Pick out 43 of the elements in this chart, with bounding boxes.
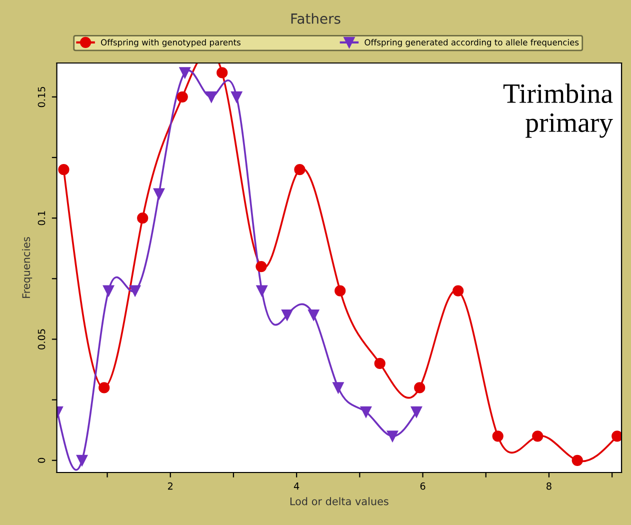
point (360, 406, 372, 418)
legend-label: Offspring with genotyped parents (101, 39, 240, 48)
point (282, 309, 293, 321)
point (374, 358, 386, 370)
x-tick-label: 6 (420, 482, 426, 490)
point (179, 67, 190, 78)
point (452, 285, 464, 296)
point (153, 188, 165, 200)
point (532, 430, 544, 442)
point (308, 309, 320, 321)
y-axis-title: Frequencies (22, 237, 32, 298)
point (294, 164, 306, 176)
point (137, 212, 148, 224)
point (612, 430, 622, 442)
point (231, 91, 242, 102)
point (176, 91, 188, 102)
point (572, 454, 583, 466)
point (76, 454, 88, 466)
point (102, 285, 114, 296)
y-tick-label: 0 (38, 458, 46, 463)
chart-title: Fathers (291, 13, 340, 24)
y-tick-label: 0.15 (38, 86, 46, 108)
y-tick-label: 0.1 (38, 211, 46, 226)
y-tick-label: 0.05 (38, 329, 46, 350)
point (129, 285, 141, 296)
point (216, 67, 228, 78)
x-axis-title: Lod or delta values (290, 497, 388, 506)
x-tick-label: 2 (168, 482, 172, 490)
point (414, 382, 426, 394)
point (386, 430, 398, 442)
point (492, 430, 504, 442)
point (256, 260, 267, 272)
x-tick-label: 4 (294, 482, 300, 490)
point (206, 91, 217, 102)
point (58, 164, 70, 176)
point (332, 382, 344, 394)
point (98, 382, 110, 394)
legend-label: Offspring generated according to allele frequencies (364, 39, 579, 48)
x-tick-label: 8 (546, 482, 552, 490)
point (334, 285, 346, 296)
annotation: Tirimbina primary (503, 83, 613, 138)
point (256, 285, 268, 296)
point (410, 406, 422, 418)
